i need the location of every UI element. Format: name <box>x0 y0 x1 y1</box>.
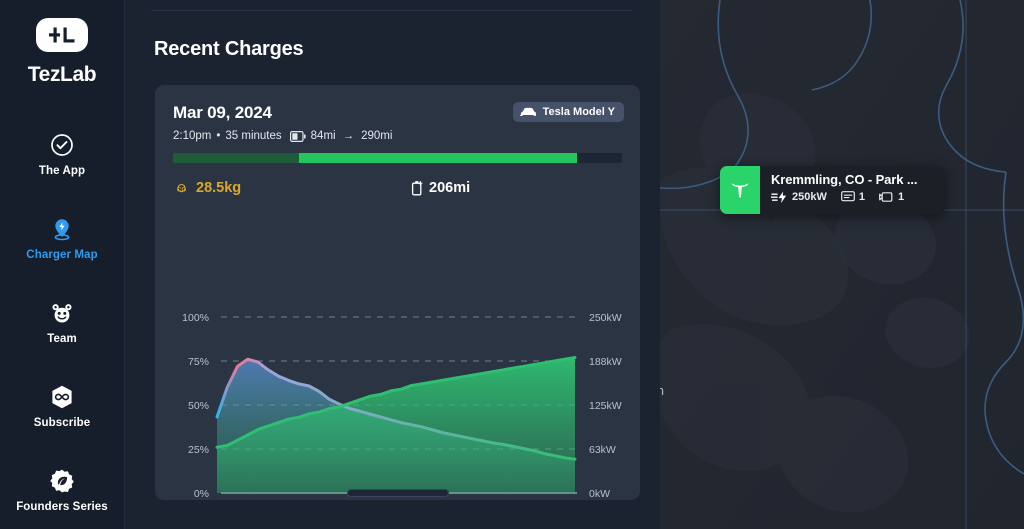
range-after: 290mi <box>361 130 393 142</box>
svg-text:100%: 100% <box>182 312 209 324</box>
sidebar-item-charger-map[interactable]: Charger Map <box>0 205 124 272</box>
infinity-badge-icon <box>49 384 75 410</box>
co2-value: 28.5kg <box>196 180 242 196</box>
sidebar-item-the-app[interactable]: The App <box>0 121 124 188</box>
scrollbar-thumb[interactable] <box>346 489 449 497</box>
sidebar-item-founders-series[interactable]: Founders Series <box>0 457 124 524</box>
svg-text:63kW: 63kW <box>589 444 616 456</box>
popup-tail <box>764 213 778 221</box>
car-icon <box>519 107 537 117</box>
charger-pin-icon <box>49 216 75 242</box>
svg-text:25%: 25% <box>188 444 209 456</box>
popup-power-value: 250kW <box>792 191 827 203</box>
vehicle-name: Tesla Model Y <box>542 106 615 118</box>
sidebar-item-subscribe[interactable]: Subscribe <box>0 373 124 440</box>
charge-progress-bar <box>173 153 622 163</box>
charge-date: Mar 09, 2024 <box>173 103 272 122</box>
popup-photo-stat: 1 <box>879 191 904 203</box>
charge-duration: 35 minutes <box>225 130 282 142</box>
charge-stats: CO 28.5kg 206mi <box>173 180 622 196</box>
svg-text:250kW: 250kW <box>589 312 622 324</box>
progress-start-segment <box>173 153 299 163</box>
leaf-badge-icon <box>49 468 75 494</box>
popup-comment-stat: 1 <box>840 191 865 203</box>
charger-map[interactable]: To Laramie Cheyenne Collins Boulder Denv… <box>660 0 1024 529</box>
sidebar-item-team[interactable]: Team <box>0 289 124 356</box>
comment-icon <box>840 191 855 203</box>
svg-text:188kW: 188kW <box>589 356 622 368</box>
range-added-value: 206mi <box>429 180 471 196</box>
charge-chart[interactable]: 0%0kW25%63kW50%125kW75%188kW100%250kW2:1… <box>155 303 640 500</box>
popup-power-stat: 250kW <box>771 191 827 203</box>
popup-body: Kremmling, CO - Park ... 250kW <box>760 166 929 214</box>
brand-name: TezLab <box>27 63 97 86</box>
card-scrollbar[interactable] <box>155 486 640 500</box>
battery-icon <box>289 130 306 142</box>
sidebar-item-label: Founders Series <box>16 501 108 513</box>
co2-stat: CO 28.5kg <box>173 180 411 196</box>
range-before: 84mi <box>310 130 336 142</box>
sidebar-item-label: The App <box>38 165 86 177</box>
check-circle-icon <box>49 132 75 158</box>
popup-title: Kremmling, CO - Park ... <box>771 172 918 187</box>
sidebar-nav: The App Charger Map <box>0 121 124 529</box>
recent-charges-panel: Recent Charges Mar 09, 2024 2:10pm • 35 … <box>125 0 660 529</box>
svg-text:0%: 0% <box>194 488 209 500</box>
svg-text:125kW: 125kW <box>589 400 622 412</box>
tezlab-logo-icon[interactable] <box>36 18 88 52</box>
charge-session-card[interactable]: Mar 09, 2024 2:10pm • 35 minutes 84mi → … <box>155 85 640 500</box>
sidebar-item-label: Charger Map <box>26 249 98 261</box>
chart-svg: 0%0kW25%63kW50%125kW75%188kW100%250kW2:1… <box>182 312 622 500</box>
popup-photo-count: 1 <box>897 191 905 203</box>
panda-face-icon <box>49 300 75 326</box>
popup-comment-count: 1 <box>858 191 865 203</box>
battery-plus-icon <box>411 180 423 196</box>
range-added-stat: 206mi <box>411 180 470 196</box>
top-divider <box>151 10 632 11</box>
progress-gain-segment <box>298 153 578 163</box>
svg-text:75%: 75% <box>188 356 209 368</box>
svg-text:50%: 50% <box>188 400 209 412</box>
photo-icon <box>879 191 894 203</box>
charge-meta: 2:10pm • 35 minutes 84mi → 290mi <box>173 130 622 142</box>
popup-stats: 250kW 1 <box>771 191 917 203</box>
charger-popup[interactable]: Kremmling, CO - Park ... 250kW <box>720 166 945 214</box>
vehicle-badge[interactable]: Tesla Model Y <box>512 102 624 122</box>
svg-text:CO: CO <box>177 186 186 193</box>
charging-bolt-icon <box>771 191 788 203</box>
sidebar: TezLab The App Charger Map <box>0 0 125 529</box>
sidebar-item-label: Team <box>47 333 77 345</box>
meta-bullet: • <box>216 130 221 142</box>
tesla-logo-icon <box>720 166 760 214</box>
map-terrain <box>660 0 1024 529</box>
arrow-icon: → <box>342 130 355 142</box>
page-title: Recent Charges <box>154 38 304 60</box>
sidebar-item-label: Subscribe <box>33 417 91 429</box>
card-header: Mar 09, 2024 2:10pm • 35 minutes 84mi → … <box>155 85 640 142</box>
svg-text:0kW: 0kW <box>589 488 610 500</box>
charge-start-time: 2:10pm <box>173 130 212 142</box>
co2-icon: CO <box>173 181 190 196</box>
